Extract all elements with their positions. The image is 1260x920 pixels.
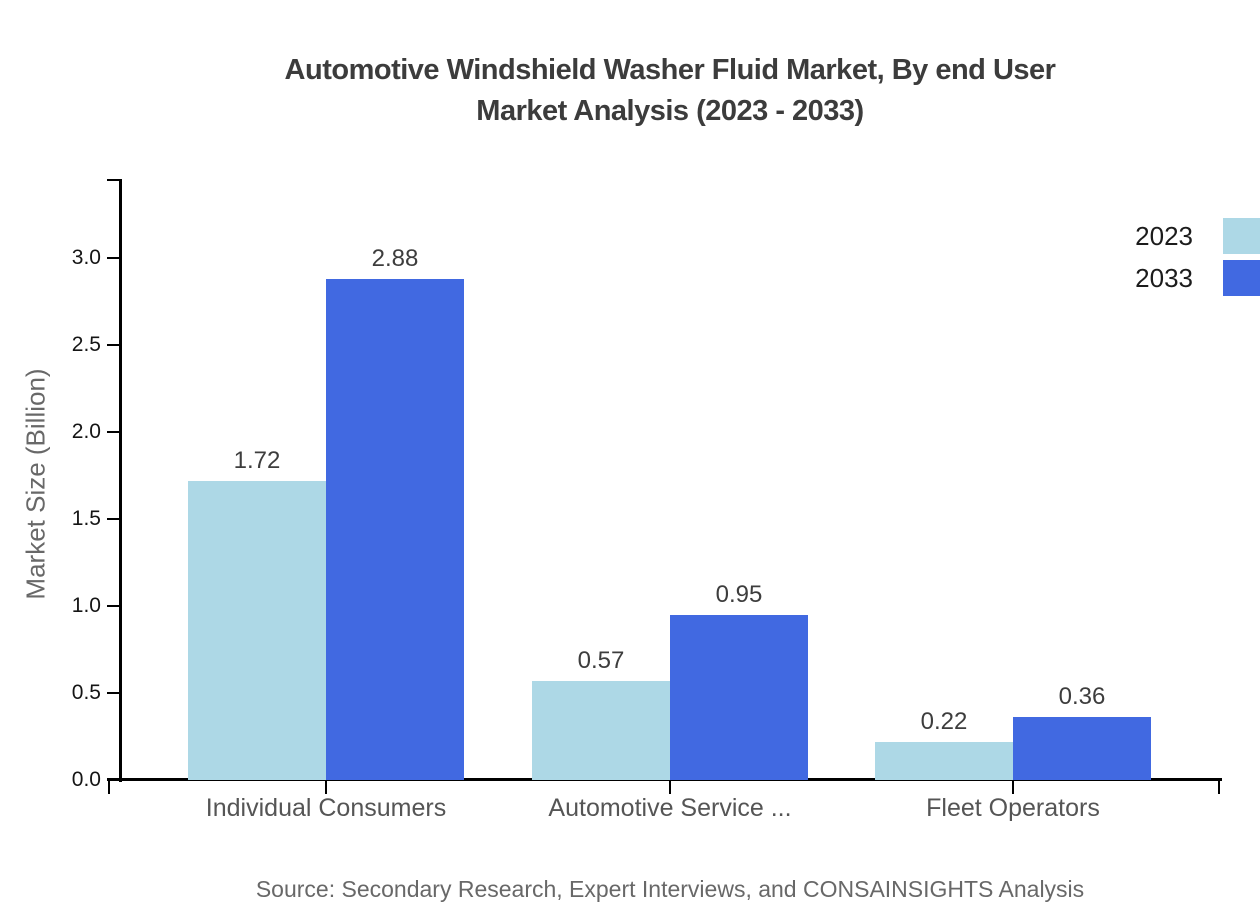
y-axis-line — [119, 179, 122, 782]
x-tick-mark — [669, 781, 671, 794]
y-tick-label: 2.0 — [71, 420, 101, 443]
y-axis-title: Market Size (Billion) — [20, 368, 51, 600]
bar — [670, 615, 808, 780]
bar-value-label: 2.88 — [371, 245, 419, 272]
bar-value-label: 0.22 — [920, 708, 968, 735]
y-tick-mark — [107, 257, 120, 259]
chart-title: Automotive Windshield Washer Fluid Marke… — [80, 50, 1260, 132]
y-tick-mark — [107, 344, 120, 346]
x-tick-mark — [1218, 781, 1220, 794]
chart-title-line2: Market Analysis (2023 - 2033) — [476, 95, 864, 127]
x-axis-category-label: Automotive Service ... — [548, 794, 792, 822]
y-axis-end-tick — [107, 179, 120, 181]
bar — [532, 681, 670, 780]
x-tick-mark — [325, 781, 327, 794]
source-note: Source: Secondary Research, Expert Inter… — [255, 876, 1085, 902]
chart-title-line1: Automotive Windshield Washer Fluid Marke… — [284, 54, 1056, 86]
bar — [188, 481, 326, 780]
bar — [1013, 717, 1151, 780]
y-tick-label: 2.5 — [71, 333, 101, 356]
y-tick-mark — [107, 692, 120, 694]
y-tick-label: 0.0 — [71, 768, 101, 791]
y-tick-label: 3.0 — [71, 246, 101, 269]
x-tick-mark — [1012, 781, 1014, 794]
y-tick-label: 0.5 — [71, 681, 101, 704]
y-tick-mark — [107, 779, 120, 781]
y-tick-mark — [107, 518, 120, 520]
legend-label: 2023 — [1135, 221, 1193, 251]
y-tick-label: 1.5 — [71, 507, 101, 530]
bar-value-label: 0.57 — [577, 647, 625, 674]
bar — [326, 279, 464, 780]
x-tick-mark — [108, 781, 110, 794]
bar — [875, 742, 1013, 780]
bar-value-label: 1.72 — [233, 447, 281, 474]
y-tick-label: 1.0 — [71, 594, 101, 617]
y-tick-mark — [107, 431, 120, 433]
y-tick-mark — [107, 605, 120, 607]
x-axis-category-label: Fleet Operators — [926, 794, 1100, 822]
legend-label: 2033 — [1135, 263, 1193, 293]
x-axis-category-label: Individual Consumers — [205, 794, 447, 822]
legend-swatch — [1223, 218, 1260, 254]
legend-swatch — [1223, 260, 1260, 296]
bar-value-label: 0.95 — [715, 581, 763, 608]
bar-value-label: 0.36 — [1058, 683, 1106, 710]
